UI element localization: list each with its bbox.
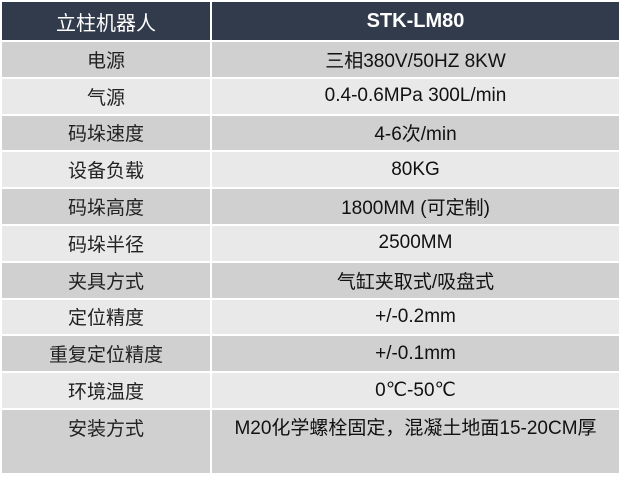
spec-value: 4-6次/min [210,113,621,153]
spec-value: 0.4-0.6MPa 300L/min [210,76,621,116]
table-row: 码垛高度 1800MM (可定制) [0,187,621,226]
table-row: 重复定位精度 +/-0.1mm [0,334,621,374]
spec-label: 码垛速度 [0,113,212,153]
table-row: 电源 三相380V/50HZ 8KW [0,40,621,79]
spec-value: 80KG [210,150,621,190]
header-model: STK-LM80 [210,0,621,42]
table-row: 安装方式 M20化学螺栓固定，混凝土地面15-20CM厚 [0,407,621,475]
spec-value: 1800MM (可定制) [210,187,621,226]
spec-label: 码垛半径 [0,223,212,263]
spec-label: 安装方式 [0,407,212,475]
spec-value: 0℃-50℃ [210,371,621,410]
spec-value: 三相380V/50HZ 8KW [210,40,621,79]
spec-value: 2500MM [210,223,621,263]
table-row: 码垛速度 4-6次/min [0,113,621,153]
spec-table: 立柱机器人 STK-LM80 电源 三相380V/50HZ 8KW 气源 0.4-0.… [0,0,621,475]
spec-label: 气源 [0,76,212,116]
table-row: 码垛半径 2500MM [0,223,621,263]
table-row: 定位精度 +/-0.2mm [0,297,621,337]
spec-label: 环境温度 [0,371,212,410]
spec-value: 气缸夹取式/吸盘式 [210,260,621,300]
spec-value: M20化学螺栓固定，混凝土地面15-20CM厚 [210,407,621,475]
spec-label: 定位精度 [0,297,212,337]
table-row: 设备负载 80KG [0,150,621,190]
table-row: 夹具方式 气缸夹取式/吸盘式 [0,260,621,300]
spec-value: +/-0.1mm [210,334,621,374]
spec-label: 设备负载 [0,150,212,190]
spec-label: 夹具方式 [0,260,212,300]
spec-label: 码垛高度 [0,187,212,226]
table-row: 气源 0.4-0.6MPa 300L/min [0,76,621,116]
spec-label: 电源 [0,40,212,79]
spec-label: 重复定位精度 [0,334,212,374]
table-row: 环境温度 0℃-50℃ [0,371,621,410]
table-header: 立柱机器人 STK-LM80 [0,0,621,42]
spec-value: +/-0.2mm [210,297,621,337]
header-label: 立柱机器人 [0,0,212,42]
